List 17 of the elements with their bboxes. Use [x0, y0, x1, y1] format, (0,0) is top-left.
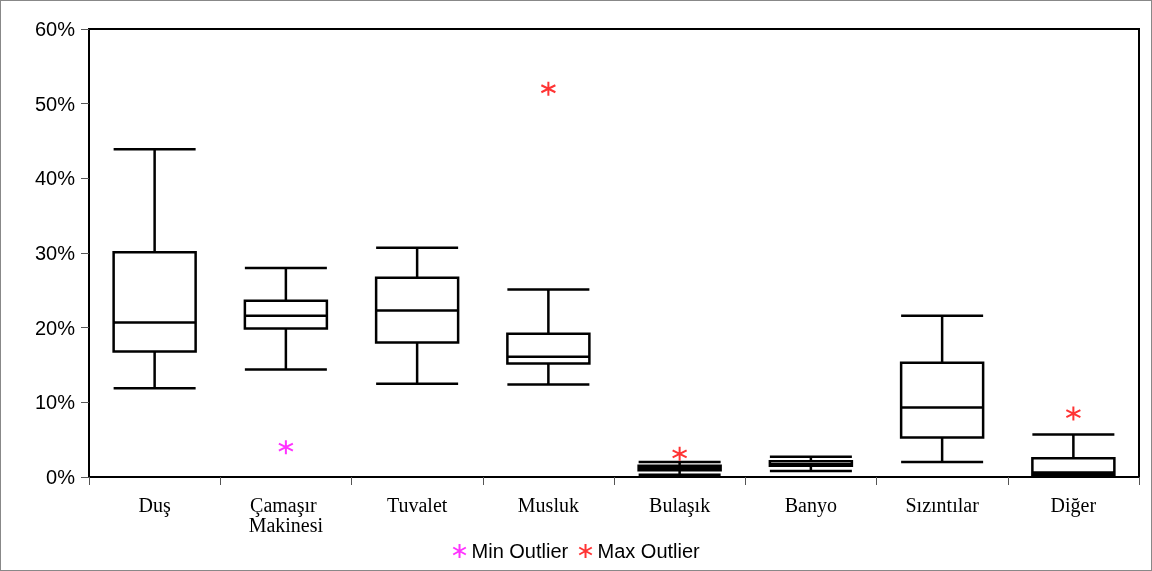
y-tick-label: 40% — [34, 167, 76, 190]
x-tick-label: Banyo — [784, 494, 837, 517]
y-tick-label: 0% — [46, 466, 76, 488]
x-tick-label: Bulaşık — [649, 494, 711, 517]
x-tick-label: Duş — [138, 494, 171, 517]
y-tick-label: 30% — [34, 242, 76, 264]
y-tick-label: 10% — [34, 391, 76, 414]
y-tick-label: 50% — [34, 92, 76, 115]
x-tick-label: Çamaşır Makinesi — [248, 494, 324, 536]
y-tick-label: 60% — [34, 18, 76, 40]
x-tick-label: Tuvalet — [386, 494, 448, 516]
x-tick-label: Sızıntılar — [905, 494, 980, 516]
legend-label: Min Outlier — [471, 540, 569, 562]
y-tick-label: 20% — [34, 316, 76, 339]
x-tick-label: Diğer — [1050, 494, 1097, 517]
legend-label: Max Outlier — [597, 540, 701, 562]
x-tick-label: Musluk — [517, 494, 579, 516]
